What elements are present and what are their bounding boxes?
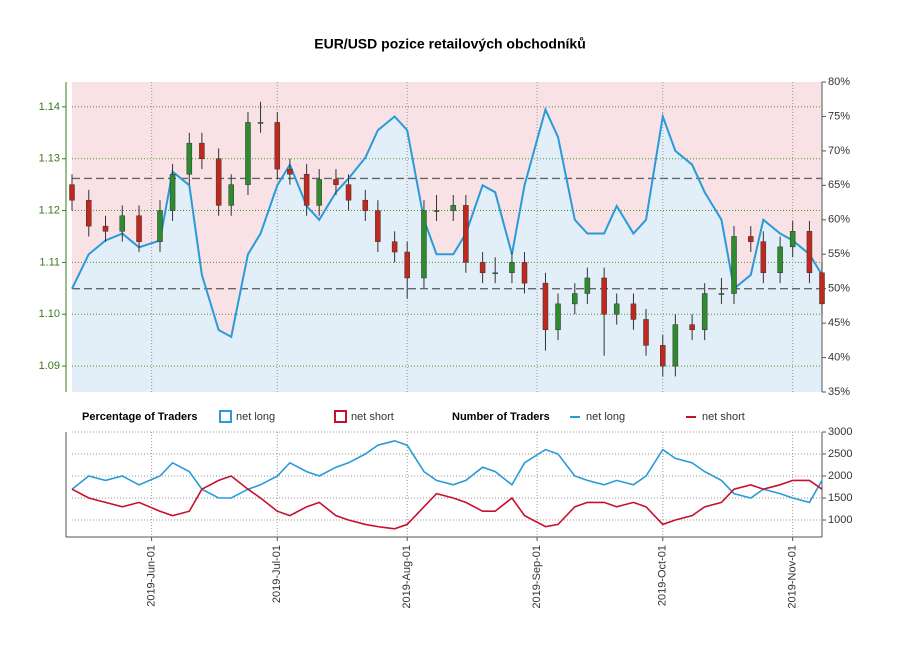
- candle-body: [245, 122, 251, 185]
- y2-tick-label: 55%: [828, 248, 850, 260]
- y-tick-label: 1.12: [39, 204, 60, 216]
- candle-body: [287, 168, 293, 175]
- candle-body: [672, 324, 679, 367]
- candle-body: [433, 210, 440, 212]
- y-tick-label: 1.13: [39, 153, 60, 165]
- candle-body: [492, 272, 498, 275]
- legend-label: net long: [236, 411, 275, 423]
- candle-body: [789, 231, 796, 248]
- chart-title: EUR/USD pozice retailových obchodníků: [314, 36, 586, 52]
- legend-label: net short: [702, 411, 745, 423]
- x-tick-label: 2019-Sep-01: [531, 545, 543, 609]
- candle-body: [701, 293, 708, 331]
- candle-body: [257, 122, 264, 124]
- candle-body: [521, 262, 528, 284]
- candle-body: [86, 199, 92, 227]
- candle-body: [362, 199, 369, 211]
- candle-body: [274, 122, 281, 170]
- candle-body: [479, 262, 486, 274]
- candle-body: [303, 174, 310, 206]
- candle-body: [509, 262, 515, 274]
- candle-body: [601, 277, 607, 315]
- candle-body: [421, 210, 427, 279]
- x-tick-label: 2019-Nov-01: [787, 545, 799, 609]
- candle-body: [463, 205, 469, 263]
- candle-body: [345, 184, 352, 201]
- legend-swatch: [219, 410, 232, 423]
- x-tick-label: 2019-Jun-01: [146, 545, 158, 607]
- candle-body: [584, 277, 591, 294]
- y-tick-label: 1.11: [39, 256, 60, 268]
- candle-body: [731, 236, 737, 294]
- x-tick-label: 2019-Aug-01: [401, 545, 413, 609]
- legend-swatch: [334, 410, 347, 423]
- candle-body: [777, 246, 783, 274]
- candle-body: [102, 225, 109, 232]
- candle-body: [69, 184, 75, 201]
- candle-body: [228, 184, 234, 206]
- y2-tick-label: 35%: [828, 386, 850, 398]
- candle-body: [157, 210, 163, 242]
- y2-tick-label: 45%: [828, 317, 850, 329]
- candle-body: [660, 345, 666, 367]
- candle-body: [542, 282, 549, 331]
- y2-tick-label: 65%: [828, 179, 850, 191]
- candle-body: [316, 179, 322, 206]
- candle-body: [572, 293, 578, 305]
- candle-body: [613, 303, 620, 315]
- legend-label: net long: [586, 411, 625, 423]
- y-tick-label: 2000: [828, 470, 852, 482]
- candle-body: [186, 142, 193, 175]
- candle-body: [215, 158, 222, 206]
- long-area: [72, 109, 822, 393]
- y-tick-label: 3000: [828, 426, 852, 438]
- candle-body: [555, 303, 561, 331]
- candle-body: [375, 210, 381, 242]
- y2-tick-label: 80%: [828, 76, 850, 88]
- candle-body: [119, 215, 126, 232]
- x-tick-label: 2019-Oct-01: [657, 545, 669, 606]
- candle-body: [136, 215, 142, 242]
- y2-tick-label: 60%: [828, 214, 850, 226]
- candle-body: [199, 142, 205, 159]
- y-tick-label: 1.10: [39, 308, 60, 320]
- y2-tick-label: 70%: [828, 145, 850, 157]
- candle-body: [806, 231, 813, 274]
- y2-tick-label: 75%: [828, 110, 850, 122]
- candle-body: [718, 293, 725, 295]
- legend-label: net short: [351, 411, 394, 423]
- candle-body: [333, 179, 339, 185]
- candle-body: [169, 174, 176, 211]
- count-line: [71, 439, 823, 504]
- y-tick-label: 2500: [828, 448, 852, 460]
- legend-title: Percentage of Traders: [82, 411, 198, 423]
- x-tick-label: 2019-Jul-01: [271, 545, 283, 603]
- y2-tick-label: 40%: [828, 351, 850, 363]
- candle-body: [630, 303, 637, 320]
- count-line: [71, 475, 823, 530]
- candle-body: [689, 324, 695, 331]
- y-tick-label: 1000: [828, 514, 852, 526]
- candle-body: [643, 319, 649, 346]
- y-tick-label: 1500: [828, 492, 852, 504]
- y-tick-label: 1.14: [39, 101, 60, 113]
- candle-body: [748, 236, 754, 242]
- net-long-line: [71, 106, 823, 339]
- candle-body: [391, 241, 398, 253]
- candle-body: [404, 251, 410, 279]
- legend-title: Number of Traders: [452, 411, 550, 423]
- y-tick-label: 1.09: [39, 360, 60, 372]
- candle-body: [819, 272, 825, 305]
- candle-body: [760, 241, 767, 274]
- candle-body: [450, 205, 457, 211]
- y2-tick-label: 50%: [828, 283, 850, 295]
